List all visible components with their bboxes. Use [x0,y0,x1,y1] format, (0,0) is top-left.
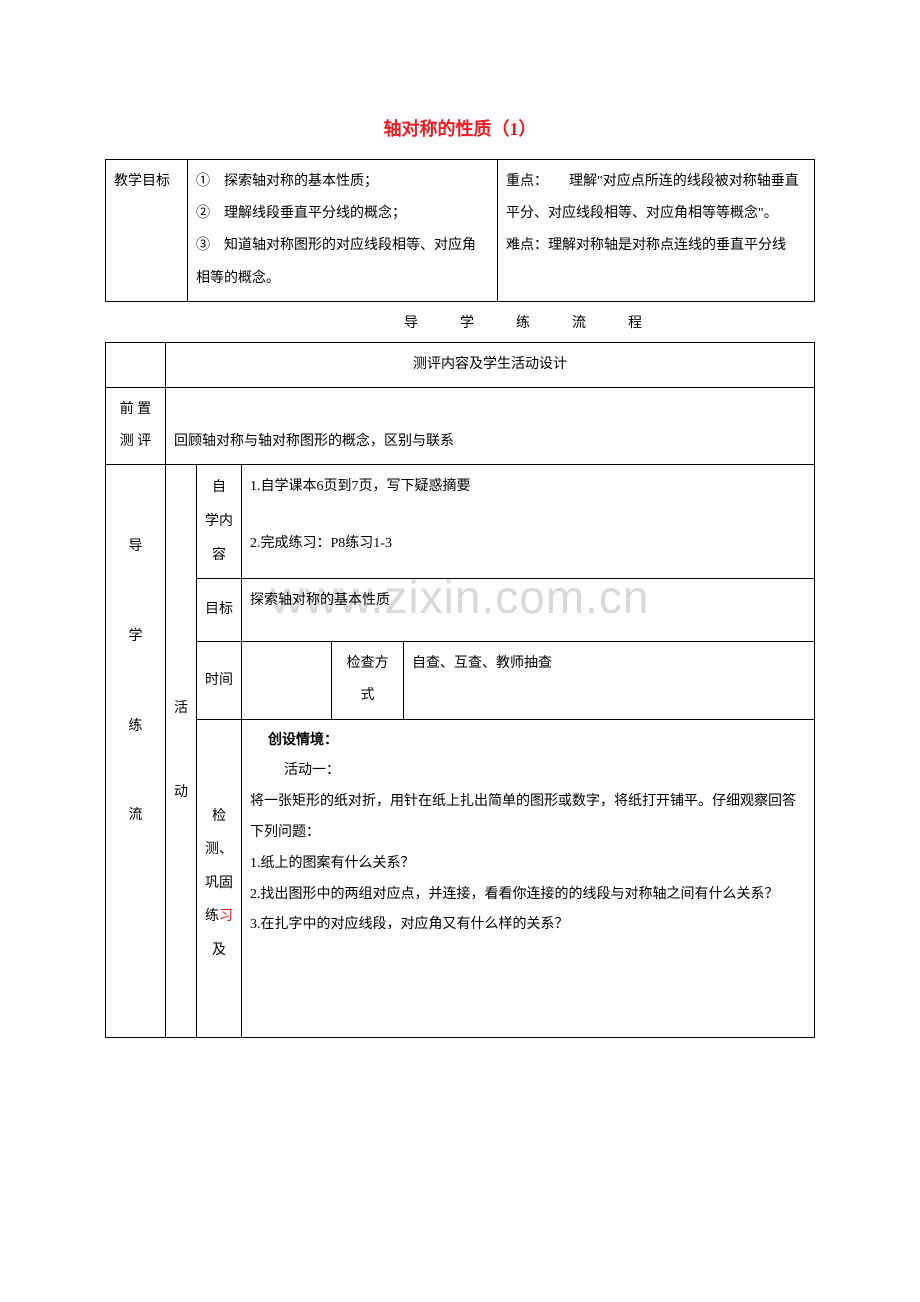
difficulty-text: 理解对称轴是对称点连线的垂直平分线 [548,238,786,253]
study-item: 2.完成练习：P8练习1-3 [250,528,806,560]
objective-item: ③ 知道轴对称图形的对应线段相等、对应角相等的概念。 [196,230,489,294]
time-value [242,642,332,719]
activity-col-label: 活动 [166,465,197,1038]
activity-content: 创设情境： 活动一： 将一张矩形的纸对折，用针在纸上扎出简单的图形或数字，将纸打… [242,719,815,1038]
self-study-label: 自 学内 容 [197,465,242,579]
side-flow-label: 导学练流 [106,465,166,1038]
table-row: 导学练流 活动 自 学内 容 1.自学课本6页到7页，写下疑惑摘要 2.完成练习… [106,465,815,579]
question-2: 2.找出图形中的两组对应点，并连接，看看你连接的的线段与对称轴之间有什么关系？ [250,880,806,911]
page-title: 轴对称的性质（1） [105,115,815,141]
time-label: 时间 [197,642,242,719]
check-method-label: 检查方式 [332,642,404,719]
goal-label: 目标 [197,579,242,642]
empty-cell [106,342,166,387]
table-row: 目标 探索轴对称的基本性质 [106,579,815,642]
goal-content: 探索轴对称的基本性质 [242,579,815,642]
study-item: 1.自学课本6页到7页，写下疑惑摘要 [250,471,806,503]
table-row: 检测、巩固练习及 创设情境： 活动一： 将一张矩形的纸对折，用针在纸上扎出简单的… [106,719,815,1038]
objectives-table: 教学目标 ① 探索轴对称的基本性质； ② 理解线段垂直平分线的概念； ③ 知道轴… [105,159,815,302]
table-row: 时间 检查方式 自查、互查、教师抽查 [106,642,815,719]
objective-item: ① 探索轴对称的基本性质； [196,166,489,198]
question-1: 1.纸上的图案有什么关系？ [250,849,806,880]
review-label: 检测、巩固练习及 [197,719,242,1038]
focus-difficulty-cell: 重点： 理解"对应点所连的线段被对称轴垂直平分、对应线段相等、对应角相等等概念"… [498,160,815,302]
activity-body: 将一张矩形的纸对折，用针在纸上扎出简单的图形或数字，将纸打开铺平。仔细观察回答下… [250,787,806,849]
section-header: 导 学 练 流 程 [105,302,815,342]
situation-title: 创设情境： [250,726,806,757]
content-header: 测评内容及学生活动设计 [166,342,815,387]
activity-one-label: 活动一： [250,756,806,787]
difficulty-label: 难点： [506,238,548,253]
check-method-content: 自查、互查、教师抽查 [404,642,815,719]
objective-item: ② 理解线段垂直平分线的概念； [196,198,489,230]
pre-assessment-label: 前 置测 评 [106,387,166,464]
objectives-cell: ① 探索轴对称的基本性质； ② 理解线段垂直平分线的概念； ③ 知道轴对称图形的… [188,160,498,302]
objectives-label: 教学目标 [106,160,188,302]
focus-label: 重点： [506,174,541,189]
focus-text: 理解"对应点所连的线段被对称轴垂直平分、对应线段相等、对应角相等等概念"。 [506,174,799,221]
table-row: 测评内容及学生活动设计 [106,342,815,387]
goal-text: 探索轴对称的基本性质 [250,585,806,617]
pre-assessment-content: 回顾轴对称与轴对称图形的概念，区别与联系 [166,387,815,464]
process-table: 测评内容及学生活动设计 前 置测 评 回顾轴对称与轴对称图形的概念，区别与联系 … [105,342,815,1038]
question-3: 3.在扎字中的对应线段，对应角又有什么样的关系？ [250,910,806,941]
table-row: 前 置测 评 回顾轴对称与轴对称图形的概念，区别与联系 [106,387,815,464]
table-row: 教学目标 ① 探索轴对称的基本性质； ② 理解线段垂直平分线的概念； ③ 知道轴… [106,160,815,302]
self-study-content: 1.自学课本6页到7页，写下疑惑摘要 2.完成练习：P8练习1-3 [242,465,815,579]
document-content: 轴对称的性质（1） 教学目标 ① 探索轴对称的基本性质； ② 理解线段垂直平分线… [105,115,815,1038]
